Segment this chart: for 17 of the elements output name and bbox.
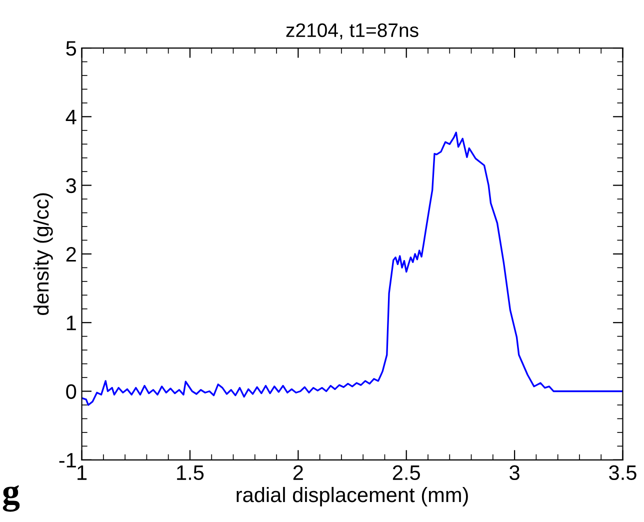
y-tick-label: -1: [59, 453, 76, 468]
x-tick-label: 1: [78, 466, 87, 480]
y-tick-label: 5: [66, 41, 76, 56]
x-tick-label: 3: [510, 465, 520, 480]
y-tick-label: 4: [66, 110, 76, 124]
x-tick-label: 2.5: [392, 465, 420, 480]
y-tick-label: 0: [66, 384, 76, 399]
x-tick-label: 2: [293, 465, 303, 480]
y-tick-label: 1: [66, 316, 76, 330]
y-axis-title: density (g/cc): [33, 193, 53, 316]
y-tick-label: 2: [66, 246, 76, 262]
chart-title: z2104, t1=87ns: [286, 23, 418, 40]
x-tick-label: 3.5: [609, 465, 636, 480]
x-tick-label: 1.5: [177, 466, 204, 480]
y-tick-label: 3: [66, 178, 76, 194]
text: g: [2, 485, 20, 512]
x-axis-title: radial displacement (mm): [236, 486, 468, 506]
